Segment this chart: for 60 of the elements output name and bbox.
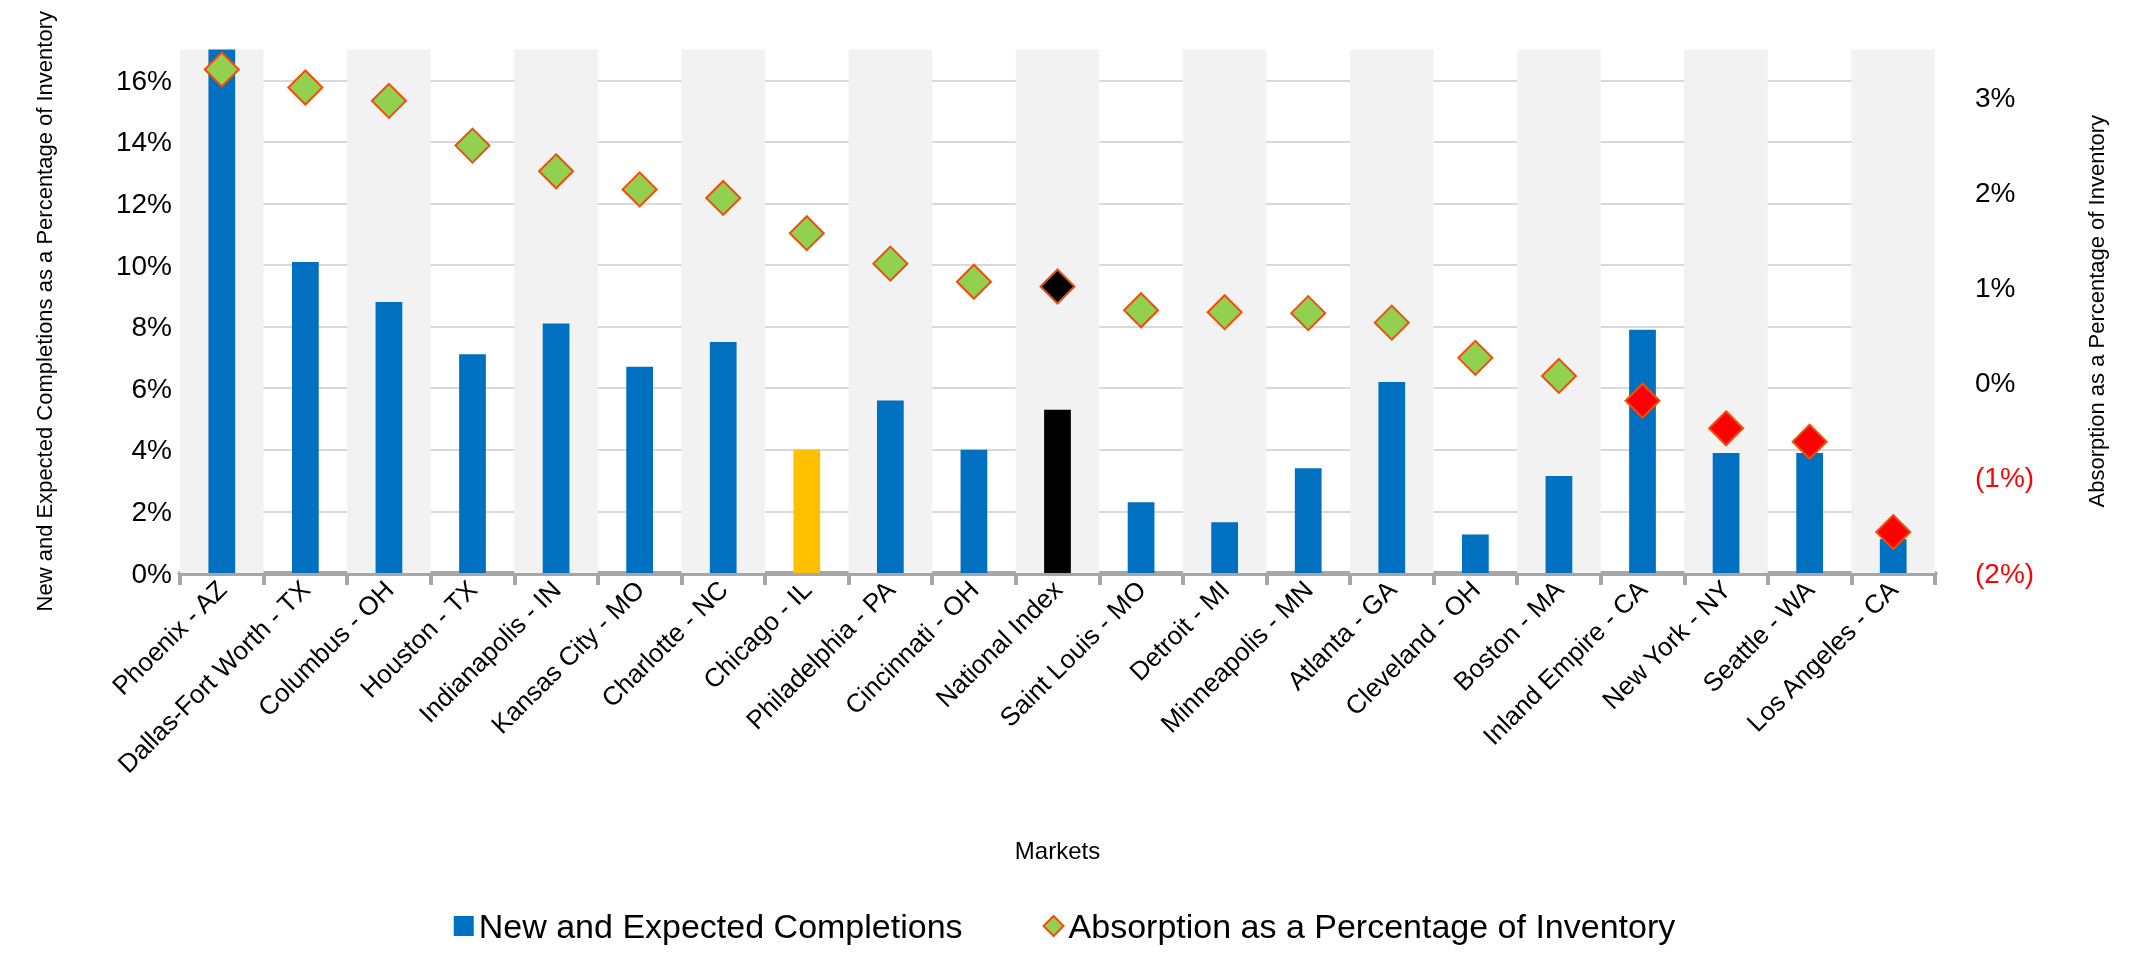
y2-tick-label: 2% bbox=[1975, 176, 2016, 208]
y-tick-label: 4% bbox=[131, 434, 172, 466]
y2-tick-label: (2%) bbox=[1975, 557, 2035, 589]
y-tick-label: 2% bbox=[131, 495, 172, 527]
bar bbox=[960, 449, 988, 573]
point bbox=[1123, 292, 1160, 329]
point bbox=[1039, 268, 1076, 305]
y2-tick-label: 3% bbox=[1975, 81, 2016, 113]
bar bbox=[1378, 382, 1406, 573]
y-tick-label: 16% bbox=[115, 64, 172, 96]
point bbox=[1708, 410, 1745, 447]
bar bbox=[876, 400, 904, 573]
y2-tick-label: (1%) bbox=[1975, 462, 2035, 494]
point bbox=[1540, 357, 1577, 394]
y2-axis-title: Absorption as a Percentage of Inventory bbox=[2083, 114, 2109, 508]
y2-tick-label: 0% bbox=[1975, 367, 2016, 399]
bar bbox=[1545, 475, 1573, 573]
point bbox=[287, 69, 324, 106]
y-tick-label: 14% bbox=[115, 126, 172, 158]
point bbox=[1624, 382, 1661, 419]
legend-label: New and Expected Completions bbox=[478, 907, 963, 945]
bar bbox=[291, 261, 319, 573]
point bbox=[1791, 423, 1828, 460]
y-tick-label: 12% bbox=[115, 187, 172, 219]
bar bbox=[793, 449, 821, 573]
point bbox=[621, 171, 658, 208]
bar bbox=[1796, 452, 1824, 573]
point bbox=[955, 263, 992, 300]
y-axis-title: New and Expected Completions as a Percentage of Inventory bbox=[31, 10, 57, 612]
y-tick-label: 10% bbox=[115, 249, 172, 281]
bar bbox=[1127, 502, 1155, 573]
point bbox=[788, 215, 825, 252]
bar bbox=[375, 301, 403, 573]
bar bbox=[1294, 468, 1322, 573]
bar bbox=[626, 366, 654, 573]
y2-tick-label: 1% bbox=[1975, 271, 2016, 303]
point bbox=[1206, 294, 1243, 331]
legend-label: Absorption as a Percentage of Inventory bbox=[1068, 907, 1676, 945]
point bbox=[872, 245, 909, 282]
point bbox=[454, 127, 491, 164]
point bbox=[1290, 295, 1327, 332]
bar bbox=[542, 323, 570, 573]
point bbox=[203, 51, 240, 88]
bar bbox=[1629, 329, 1656, 573]
bar bbox=[1712, 452, 1740, 573]
bar bbox=[1211, 522, 1239, 573]
point bbox=[1373, 304, 1410, 341]
y-tick-label: 8% bbox=[131, 311, 172, 343]
x-axis-title: Markets bbox=[1014, 836, 1101, 864]
bar bbox=[709, 342, 737, 573]
point bbox=[538, 153, 575, 190]
point bbox=[1875, 514, 1912, 551]
y-tick-label: 0% bbox=[131, 557, 172, 589]
bar bbox=[1461, 534, 1489, 573]
y-tick-label: 6% bbox=[131, 372, 172, 404]
bar bbox=[1044, 409, 1071, 573]
bar bbox=[459, 354, 486, 573]
point bbox=[370, 82, 407, 119]
point bbox=[1457, 339, 1494, 376]
point bbox=[705, 179, 742, 216]
